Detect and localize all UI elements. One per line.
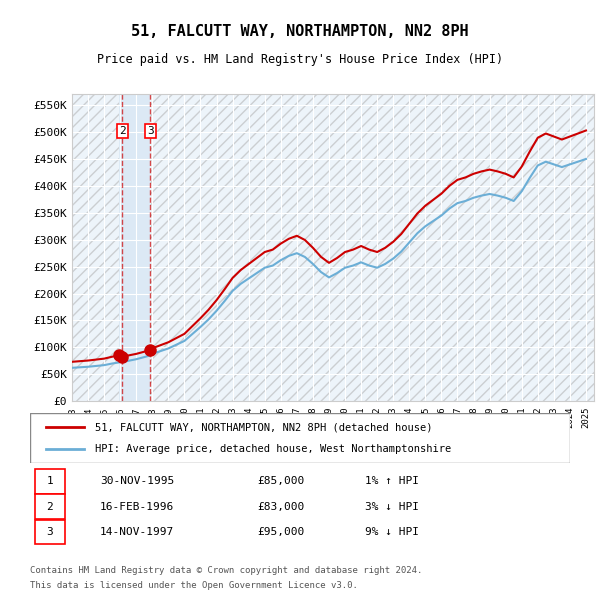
Text: 1: 1 [47, 476, 53, 486]
Text: 3: 3 [47, 527, 53, 537]
Text: 51, FALCUTT WAY, NORTHAMPTON, NN2 8PH (detached house): 51, FALCUTT WAY, NORTHAMPTON, NN2 8PH (d… [95, 422, 432, 432]
Text: 3% ↓ HPI: 3% ↓ HPI [365, 502, 419, 512]
FancyBboxPatch shape [30, 413, 570, 463]
Text: 9% ↓ HPI: 9% ↓ HPI [365, 527, 419, 537]
Text: This data is licensed under the Open Government Licence v3.0.: This data is licensed under the Open Gov… [30, 581, 358, 590]
Bar [72, 94, 119, 401]
Bar [72, 94, 119, 401]
Text: HPI: Average price, detached house, West Northamptonshire: HPI: Average price, detached house, West… [95, 444, 451, 454]
Text: 30-NOV-1995: 30-NOV-1995 [100, 476, 175, 486]
Text: £83,000: £83,000 [257, 502, 304, 512]
Text: 51, FALCUTT WAY, NORTHAMPTON, NN2 8PH: 51, FALCUTT WAY, NORTHAMPTON, NN2 8PH [131, 24, 469, 38]
Text: 16-FEB-1996: 16-FEB-1996 [100, 502, 175, 512]
Text: £85,000: £85,000 [257, 476, 304, 486]
FancyBboxPatch shape [35, 469, 65, 494]
Text: 2: 2 [47, 502, 53, 512]
Text: 2: 2 [119, 126, 125, 136]
Text: £95,000: £95,000 [257, 527, 304, 537]
Bar [150, 94, 594, 401]
Text: 3: 3 [147, 126, 154, 136]
Text: Price paid vs. HM Land Registry's House Price Index (HPI): Price paid vs. HM Land Registry's House … [97, 53, 503, 66]
Text: 1% ↑ HPI: 1% ↑ HPI [365, 476, 419, 486]
Text: 14-NOV-1997: 14-NOV-1997 [100, 527, 175, 537]
FancyBboxPatch shape [35, 494, 65, 519]
Text: Contains HM Land Registry data © Crown copyright and database right 2024.: Contains HM Land Registry data © Crown c… [30, 566, 422, 575]
FancyBboxPatch shape [35, 520, 65, 545]
